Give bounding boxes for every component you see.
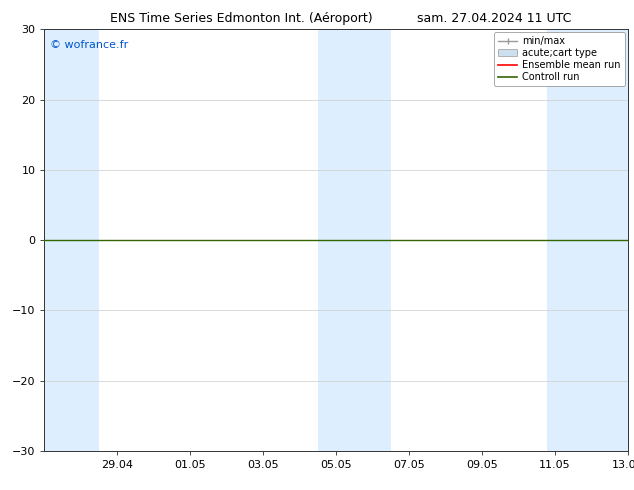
Bar: [44, 29, 99, 451]
Text: ENS Time Series Edmonton Int. (Aéroport): ENS Time Series Edmonton Int. (Aéroport): [110, 12, 372, 25]
Text: sam. 27.04.2024 11 UTC: sam. 27.04.2024 11 UTC: [417, 12, 572, 25]
Bar: [548, 29, 628, 451]
Legend: min/max, acute;cart type, Ensemble mean run, Controll run: min/max, acute;cart type, Ensemble mean …: [494, 32, 624, 86]
Bar: [318, 29, 391, 451]
Text: © wofrance.fr: © wofrance.fr: [50, 40, 129, 50]
